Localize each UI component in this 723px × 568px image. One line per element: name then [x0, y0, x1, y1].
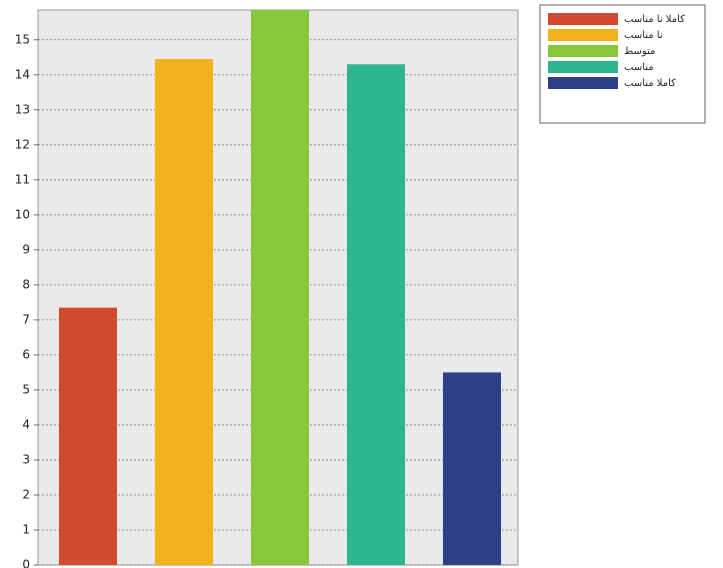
bar [443, 372, 501, 565]
y-tick-label: 0 [22, 558, 30, 568]
bar [59, 307, 117, 565]
legend-swatch [548, 13, 618, 25]
y-tick-label: 12 [15, 137, 30, 151]
y-tick-label: 15 [15, 32, 30, 46]
y-tick-label: 7 [22, 312, 30, 326]
y-tick-label: 8 [22, 277, 30, 291]
y-tick-label: 10 [15, 207, 30, 221]
y-tick-label: 9 [22, 242, 30, 256]
legend-swatch [548, 77, 618, 89]
y-tick-label: 1 [22, 522, 30, 536]
y-tick-label: 14 [15, 67, 30, 81]
legend-label: کاملا نا مناسب [624, 14, 685, 25]
bar [251, 10, 309, 565]
y-tick-label: 11 [15, 172, 30, 186]
legend-swatch [548, 45, 618, 57]
y-tick-label: 3 [22, 452, 30, 466]
legend-label: کاملا مناسب [624, 78, 676, 89]
legend-label: نا مناسب [624, 30, 663, 41]
y-tick-label: 13 [15, 102, 30, 116]
legend-swatch [548, 61, 618, 73]
legend-label: متوسط [624, 46, 655, 57]
y-tick-label: 2 [22, 487, 30, 501]
bar [155, 59, 213, 565]
legend-swatch [548, 29, 618, 41]
legend-label: مناسب [624, 62, 654, 73]
y-tick-label: 6 [22, 347, 30, 361]
bar [347, 64, 405, 565]
y-tick-label: 5 [22, 382, 30, 396]
y-tick-label: 4 [22, 417, 30, 431]
